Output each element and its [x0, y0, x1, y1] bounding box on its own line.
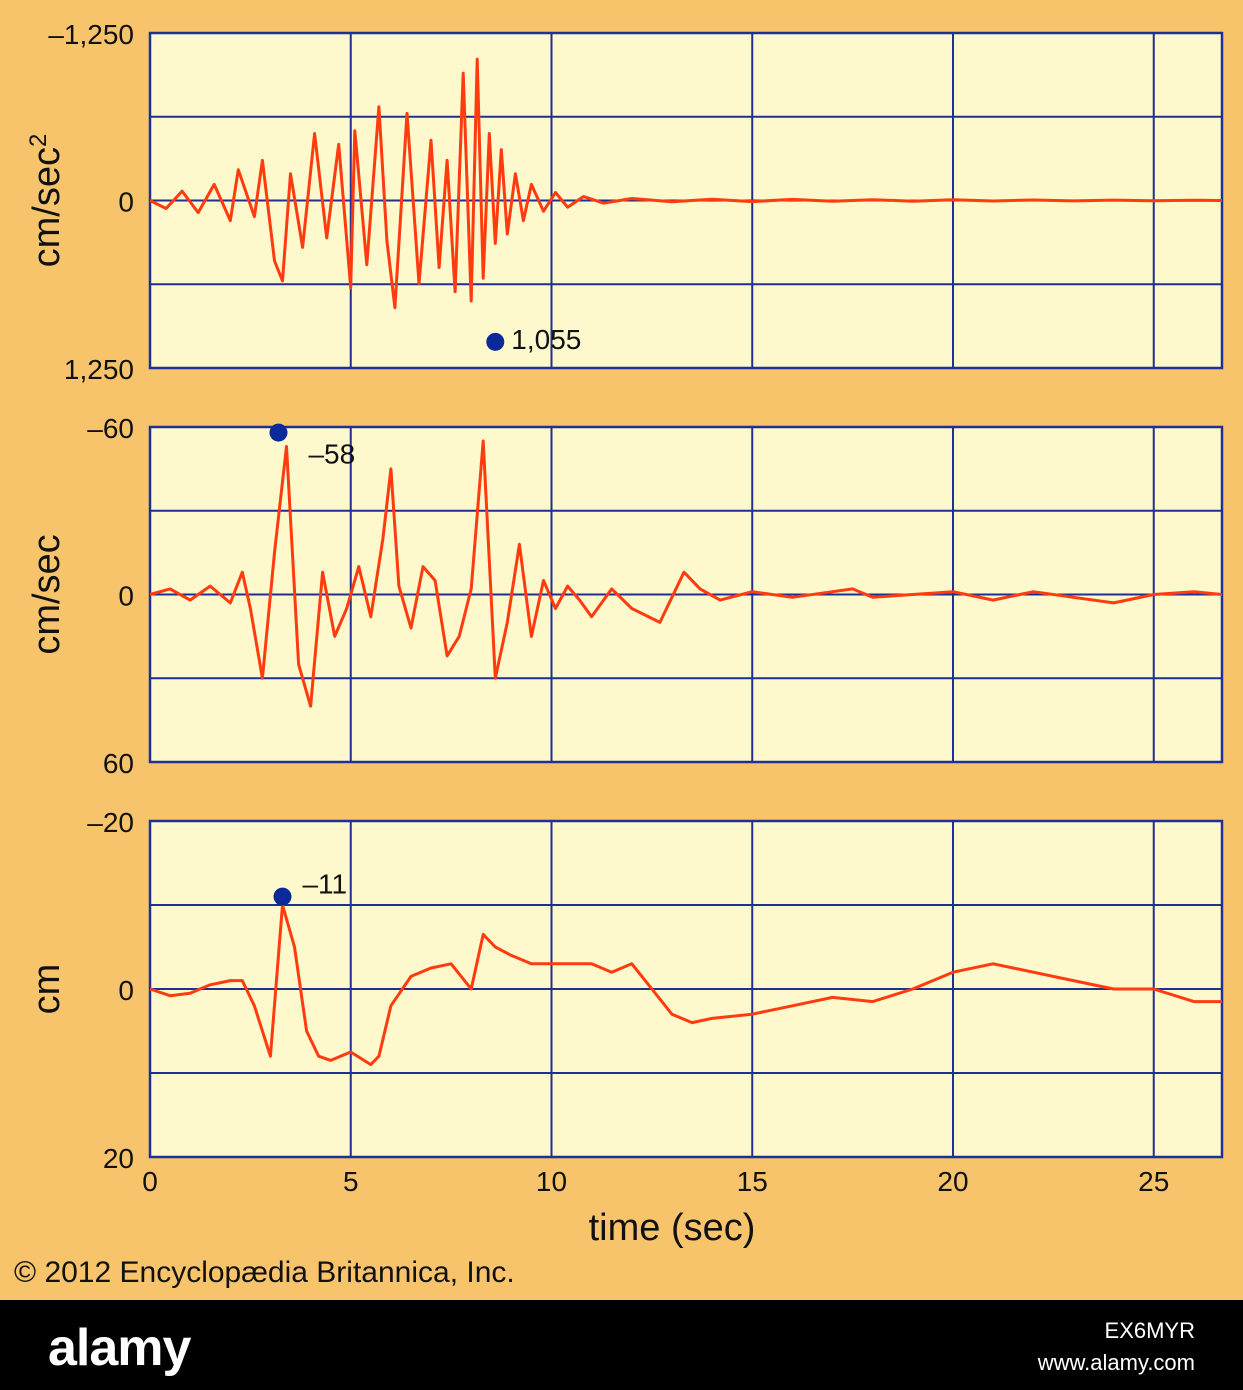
x-tick-label: 5 [343, 1166, 359, 1197]
x-tick-label: 25 [1138, 1166, 1169, 1197]
seismogram-chart: –1,25001,250cm/sec21,055–60060cm/sec–58–… [25, 19, 1224, 1249]
site-url: www.alamy.com [1037, 1350, 1195, 1375]
peak-label: 1,055 [511, 324, 581, 355]
panels-layer: –1,25001,250cm/sec21,055–60060cm/sec–58–… [25, 19, 1224, 1197]
x-tick-label: 20 [937, 1166, 968, 1197]
copyright-credit: © 2012 Encyclopædia Britannica, Inc. [14, 1256, 515, 1289]
panel-1: –1,250 0 1,250 cm/sec2 1,055 [25, 19, 1224, 385]
y-axis-label-superscript: 2 [25, 134, 52, 147]
image-id: EX6MYR [1104, 1318, 1195, 1343]
x-tick-label: 15 [737, 1166, 768, 1197]
brand-logo: alamy [48, 1319, 191, 1377]
peak-marker [269, 423, 288, 442]
data-trace [149, 439, 1223, 708]
x-tick-label: 0 [142, 1166, 158, 1197]
peak-label: –11 [302, 869, 347, 900]
peak-marker [486, 332, 505, 351]
y-tick-label: 0 [118, 975, 134, 1006]
y-tick-label: 60 [103, 748, 134, 779]
y-axis-label: cm [26, 964, 68, 1015]
y-tick-label: 0 [118, 581, 134, 612]
data-trace [149, 903, 1222, 1067]
data-trace [149, 57, 1223, 310]
panel-2: –60 0 60 cm/sec –58 [26, 413, 1224, 779]
peak-label: –58 [308, 439, 355, 470]
y-tick-label: –60 [87, 413, 134, 444]
y-tick-label: –1,250 [48, 19, 134, 50]
x-tick-label: 10 [536, 1166, 567, 1197]
y-tick-label: –20 [87, 807, 134, 838]
y-axis-label: cm/sec [26, 534, 68, 654]
footer-bar: alamy EX6MYR www.alamy.com [0, 1300, 1243, 1390]
y-tick-label: 1,250 [64, 354, 134, 385]
peak-marker [273, 887, 292, 906]
panel-3: –20 0 20 cm –11 0 5 10 15 20 25 [26, 807, 1224, 1197]
x-axis-label: time (sec) [589, 1207, 756, 1249]
y-tick-label: 0 [118, 187, 134, 218]
y-tick-label: 20 [103, 1143, 134, 1174]
y-axis-label: cm/sec2 [25, 134, 69, 268]
